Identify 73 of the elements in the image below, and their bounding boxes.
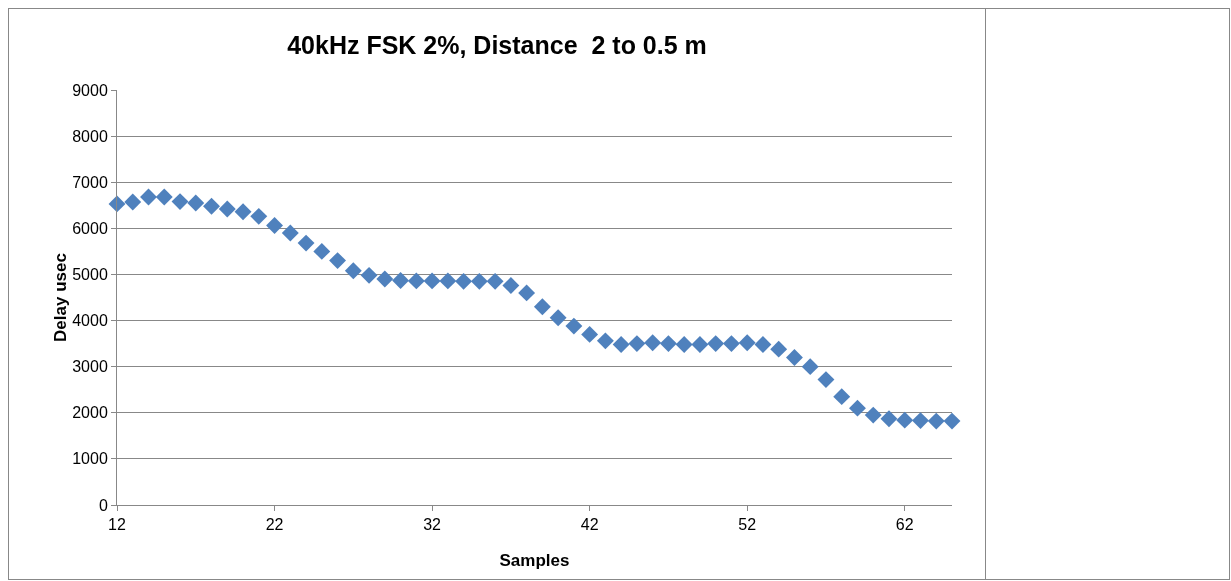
point <box>470 272 488 290</box>
y-tick-label: 9000 <box>72 81 108 99</box>
point <box>801 358 819 376</box>
x-axis-title: Samples <box>499 551 570 570</box>
point <box>376 270 394 288</box>
point <box>927 412 945 430</box>
point <box>187 194 205 212</box>
point <box>722 335 740 353</box>
y-tick-label: 1000 <box>72 450 108 468</box>
y-tick-label: 6000 <box>72 219 108 237</box>
x-tick-label: 12 <box>108 516 126 534</box>
point <box>171 193 189 211</box>
point <box>612 336 630 353</box>
point <box>581 325 599 343</box>
point <box>407 272 425 290</box>
point <box>659 335 677 353</box>
x-tick-label: 52 <box>738 516 757 534</box>
point <box>266 217 283 235</box>
point <box>392 271 410 289</box>
point <box>786 348 803 366</box>
point <box>329 252 347 270</box>
point <box>912 412 929 430</box>
point <box>108 195 126 213</box>
point <box>833 388 851 406</box>
x-tick-label: 42 <box>580 516 599 534</box>
point <box>455 272 473 290</box>
point <box>691 336 709 353</box>
point <box>533 298 551 316</box>
point <box>628 335 646 353</box>
point <box>880 410 898 428</box>
point <box>707 335 725 353</box>
point <box>754 336 772 353</box>
point <box>423 272 441 290</box>
point <box>864 406 882 424</box>
point <box>770 340 788 358</box>
point <box>344 262 362 280</box>
y-tick-label: 4000 <box>72 312 108 330</box>
point <box>140 188 157 206</box>
point <box>486 272 504 290</box>
point <box>281 224 299 242</box>
chart-title: 40kHz FSK 2%, Distance 2 to 0.5 m <box>287 31 707 60</box>
y-tick-label: 8000 <box>72 127 108 145</box>
point <box>565 317 583 335</box>
point <box>313 242 331 260</box>
y-tick-label: 7000 <box>72 173 108 191</box>
point <box>250 207 268 225</box>
point <box>675 336 693 353</box>
point <box>203 197 220 215</box>
point <box>549 309 567 327</box>
y-tick-label: 0 <box>98 496 108 514</box>
y-tick-label: 3000 <box>72 358 108 376</box>
point <box>155 188 173 206</box>
point <box>849 399 866 417</box>
point <box>738 334 756 352</box>
point <box>518 284 536 302</box>
point <box>644 334 662 352</box>
y-axis-title: Delay usec <box>51 253 71 342</box>
point <box>817 371 835 389</box>
x-tick-label: 32 <box>423 516 442 534</box>
point <box>297 234 315 252</box>
point <box>218 200 236 218</box>
x-tick-label: 62 <box>895 516 914 534</box>
point <box>234 203 252 221</box>
x-tick-label: 22 <box>265 516 284 534</box>
point <box>502 277 520 294</box>
point <box>596 332 614 350</box>
point <box>124 193 142 211</box>
y-tick-label: 2000 <box>72 404 108 422</box>
point <box>360 266 378 284</box>
point <box>439 272 457 290</box>
point <box>896 411 914 429</box>
y-tick-label: 5000 <box>72 266 108 284</box>
point <box>943 412 961 430</box>
